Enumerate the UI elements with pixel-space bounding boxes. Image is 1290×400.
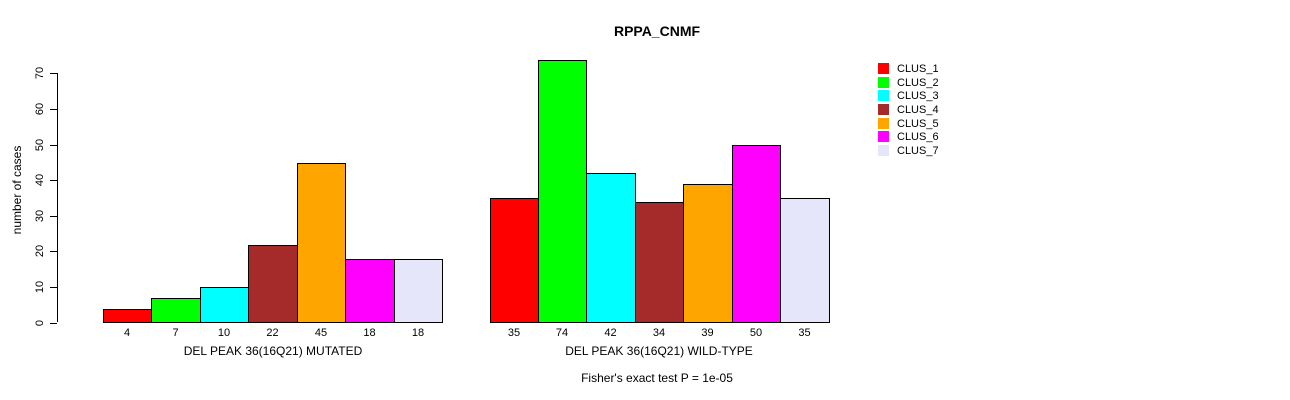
y-tick-label: 50 [34,138,46,152]
bar-clus_5 [297,163,346,323]
bar-clus_4 [248,245,298,323]
legend-swatch-clus_2 [878,77,889,88]
bar-count-label: 35 [798,327,811,339]
y-tick-mark [50,287,57,288]
bar-count-label: 50 [749,327,763,339]
y-tick-label: 0 [34,319,46,327]
bar-clus_2 [538,60,587,323]
bar-count-label: 10 [217,327,231,339]
y-tick-mark [50,216,57,217]
y-tick-mark [50,109,57,110]
bar-clus_4 [635,202,684,323]
y-axis-line [57,73,58,322]
legend-label-clus_5: CLUS_5 [897,118,939,130]
legend-label-clus_1: CLUS_1 [897,63,939,75]
bar-clus_6 [732,145,781,323]
legend-label-clus_4: CLUS_4 [897,104,939,116]
y-tick-label: 60 [34,102,46,116]
y-tick-label: 20 [34,244,46,258]
legend-swatch-clus_3 [878,90,889,101]
y-tick-mark [50,145,57,146]
bar-count-label: 22 [266,327,279,339]
bar-count-label: 18 [363,327,376,339]
bar-clus_6 [345,259,395,323]
bar-clus_2 [151,298,201,323]
legend-swatch-clus_1 [878,63,889,74]
y-tick-mark [50,180,57,181]
y-tick-mark [50,73,57,74]
y-tick-label: 70 [34,66,46,80]
bar-clus_3 [586,173,636,323]
bar-clus_7 [780,198,830,323]
annotation-fisher-test: Fisher's exact test P = 1e-05 [581,371,733,385]
bar-clus_1 [490,198,539,323]
chart-title: RPPA_CNMF [613,23,701,39]
y-axis-label: number of cases [10,145,24,235]
bar-count-label: 39 [701,327,714,339]
legend-swatch-clus_7 [878,145,889,156]
bar-count-label: 18 [411,327,425,339]
bar-count-label: 4 [123,327,131,339]
bar-count-label: 7 [172,327,179,339]
bar-count-label: 42 [604,327,617,339]
bar-clus_5 [683,184,733,323]
bar-clus_1 [103,309,152,323]
legend-swatch-clus_6 [878,131,889,142]
y-tick-mark [50,323,57,324]
legend-label-clus_3: CLUS_3 [897,90,939,102]
bar-count-label: 74 [555,327,569,339]
legend-swatch-clus_5 [878,118,889,129]
y-tick-mark [50,251,57,252]
legend-label-clus_7: CLUS_7 [897,145,939,157]
bar-count-label: 34 [652,327,666,339]
bar-count-label: 35 [507,327,521,339]
legend-label-clus_2: CLUS_2 [897,77,939,89]
bar-clus_7 [394,259,443,323]
legend-swatch-clus_4 [878,104,889,115]
bar-count-label: 45 [314,327,328,339]
y-tick-label: 10 [34,280,46,294]
y-tick-label: 30 [34,209,46,223]
panel-xlabel: DEL PEAK 36(16Q21) MUTATED [183,344,363,358]
legend-label-clus_6: CLUS_6 [897,131,939,143]
y-tick-label: 40 [34,173,46,187]
bar-clus_3 [200,287,249,323]
panel-xlabel: DEL PEAK 36(16Q21) WILD-TYPE [565,344,753,358]
